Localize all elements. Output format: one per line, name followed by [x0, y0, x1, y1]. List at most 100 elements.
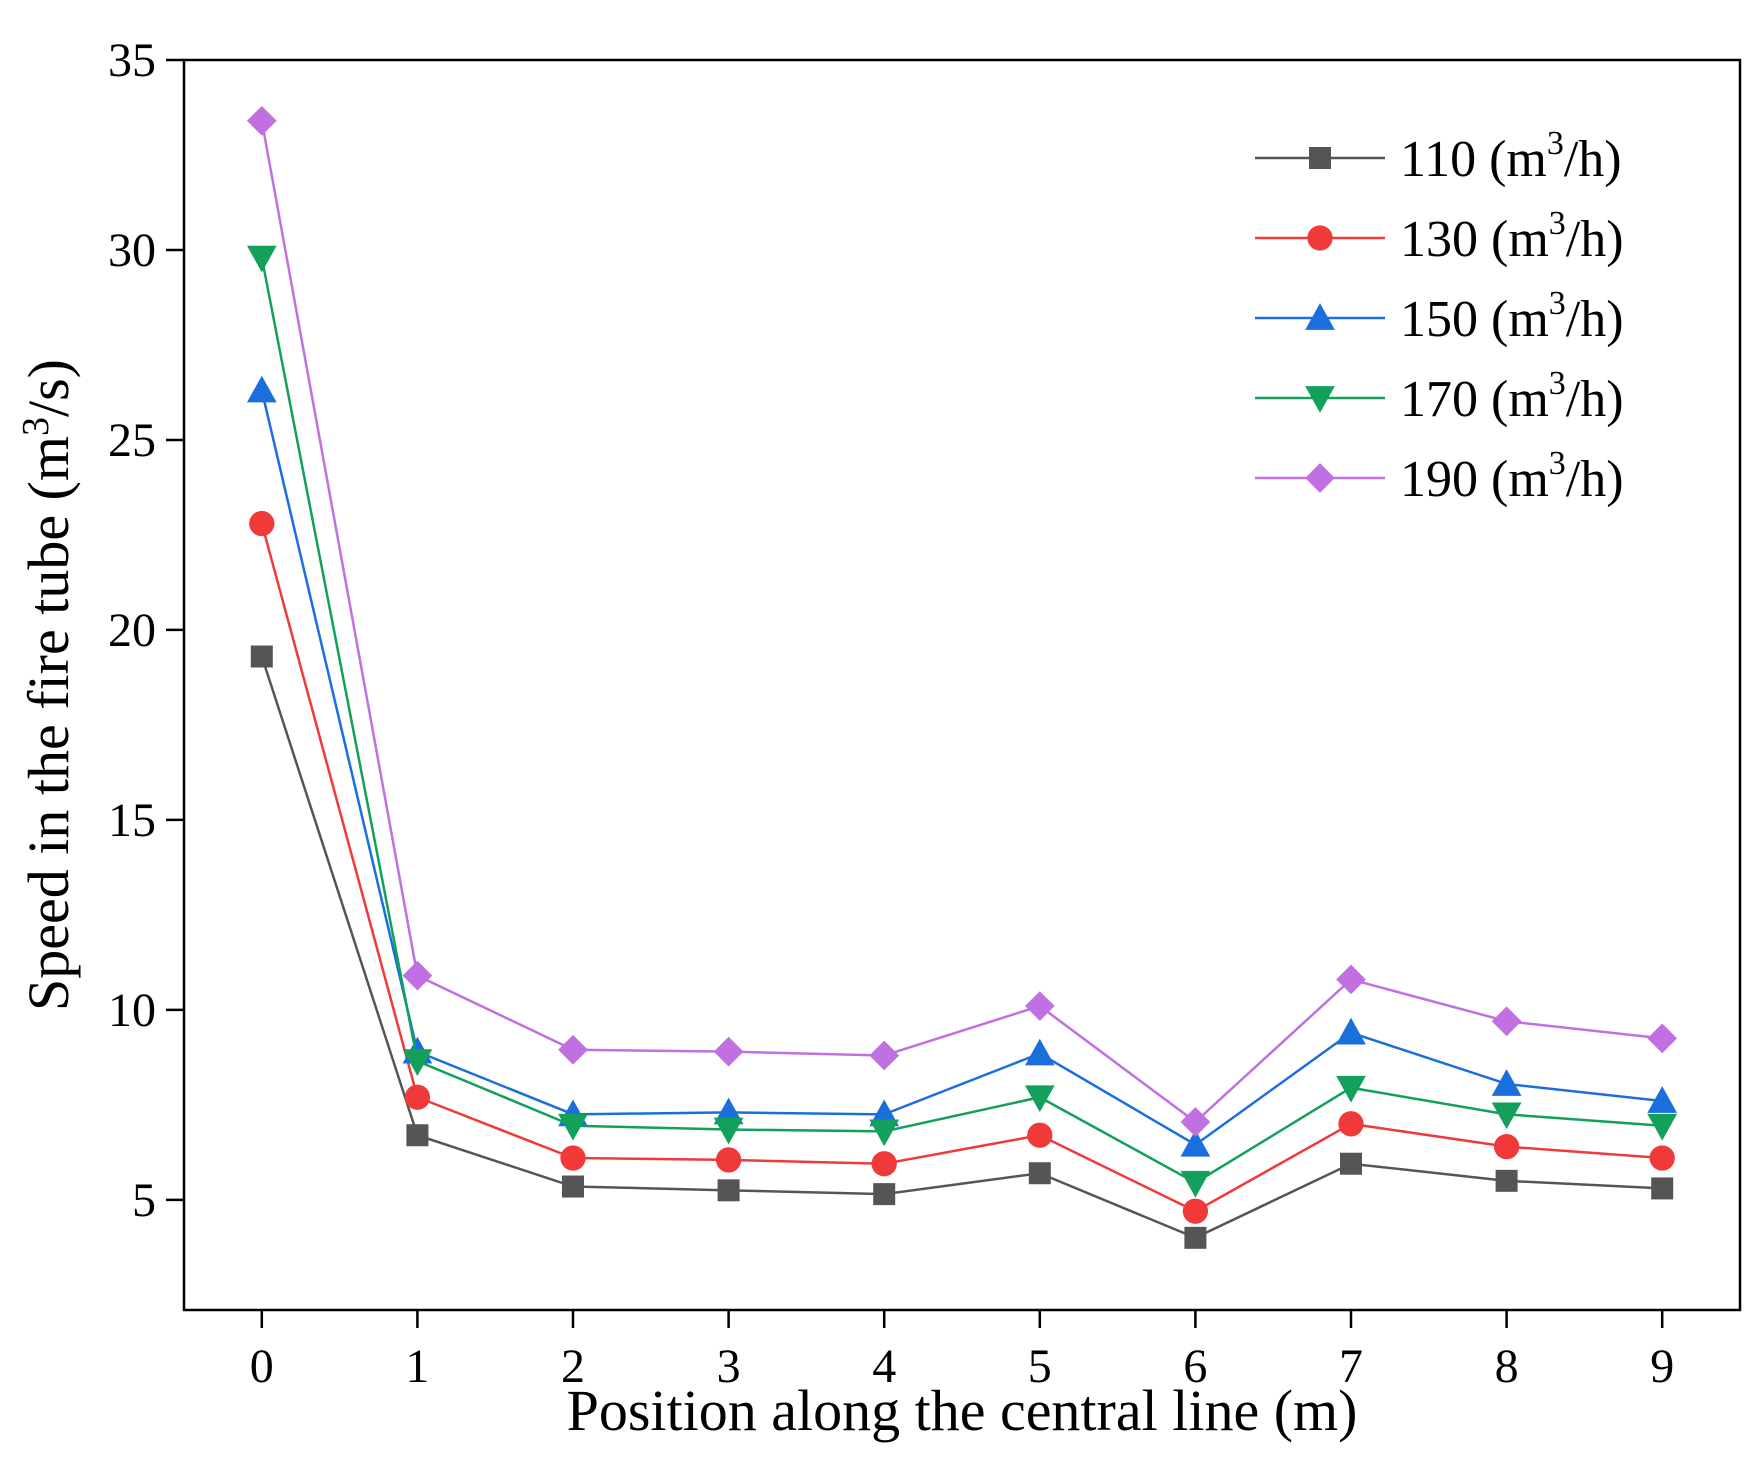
series-layer — [246, 105, 1678, 1249]
x-tick-label: 4 — [872, 1340, 896, 1393]
series-110 — [250, 645, 1674, 1249]
legend-item: 150 (m3/h) — [1255, 285, 1624, 348]
data-point — [1024, 991, 1055, 1021]
legend-item: 170 (m3/h) — [1255, 365, 1624, 428]
x-tick-label: 2 — [561, 1340, 585, 1393]
legend-marker — [1305, 463, 1335, 493]
data-point — [1647, 1113, 1678, 1141]
plot-frame — [182, 58, 1742, 1312]
series-170 — [246, 245, 1678, 1198]
data-point — [246, 245, 277, 273]
data-point — [1336, 1017, 1366, 1045]
x-tick-label: 6 — [1183, 1340, 1207, 1393]
legend-label: 130 (m3/h) — [1400, 205, 1624, 268]
x-tick-label: 0 — [250, 1340, 274, 1393]
data-point — [558, 1113, 588, 1141]
data-point — [1651, 1177, 1674, 1200]
y-axis-title: Speed in the fire tube (m3/s) — [15, 359, 81, 1011]
x-tick-label: 5 — [1028, 1340, 1052, 1393]
legend-label: 110 (m3/h) — [1400, 125, 1622, 188]
legend: 110 (m3/h) 130 (m3/h) 150 (m3/h) 170 (m3/h)… — [1255, 125, 1624, 508]
y-tick-label: 20 — [108, 604, 156, 657]
series-190 — [246, 105, 1678, 1137]
series-line — [260, 390, 1663, 1147]
data-point — [869, 1040, 900, 1071]
data-point — [1338, 1111, 1364, 1137]
x-axis: 0 1 2 3 4 5 6 7 8 9 — [250, 1310, 1674, 1393]
data-point — [1647, 1086, 1678, 1113]
data-point — [562, 1175, 584, 1198]
legend-item: 130 (m3/h) — [1255, 205, 1624, 268]
data-point — [713, 1097, 744, 1125]
data-point — [1493, 1133, 1520, 1160]
y-tick-label: 15 — [108, 794, 156, 847]
legend-marker — [1305, 386, 1335, 413]
x-tick-label: 7 — [1339, 1340, 1363, 1393]
y-axis-title-unit: /s) — [16, 359, 81, 417]
data-point — [869, 1099, 900, 1127]
series-line — [260, 257, 1663, 1185]
data-point — [560, 1145, 586, 1171]
data-point — [1340, 1152, 1362, 1175]
series-line — [260, 656, 1663, 1240]
data-point — [246, 375, 277, 403]
data-point — [715, 1147, 742, 1173]
legend-label: 190 (m3/h) — [1400, 445, 1624, 508]
series-line — [260, 523, 1663, 1213]
data-point — [1182, 1198, 1209, 1224]
y-axis: 5 10 15 20 25 30 35 — [108, 34, 184, 1227]
legend-marker — [1307, 225, 1333, 251]
data-point — [1495, 1169, 1518, 1192]
series-line — [260, 120, 1663, 1124]
legend-marker — [1309, 147, 1331, 169]
legend-label: 170 (m3/h) — [1400, 365, 1624, 428]
x-tick-label: 8 — [1495, 1340, 1519, 1393]
y-axis-title-superscript: 3 — [15, 417, 57, 436]
y-tick-label: 5 — [132, 1174, 156, 1227]
y-axis-title-main: Speed in the fire tube (m — [16, 436, 81, 1011]
x-tick-label: 9 — [1650, 1340, 1674, 1393]
x-tick-label: 3 — [717, 1340, 741, 1393]
data-point — [1024, 1085, 1055, 1113]
data-point — [246, 105, 277, 136]
data-point — [1184, 1226, 1207, 1249]
data-point — [871, 1151, 897, 1177]
y-tick-label: 30 — [108, 224, 156, 277]
legend-label: 150 (m3/h) — [1400, 285, 1624, 348]
data-point — [1180, 1107, 1211, 1137]
data-point — [1028, 1162, 1051, 1185]
data-point — [1180, 1170, 1211, 1198]
data-point — [249, 510, 275, 537]
data-point — [1491, 1102, 1522, 1130]
data-point — [713, 1117, 744, 1145]
y-tick-label: 35 — [108, 34, 156, 87]
data-point — [402, 960, 433, 991]
data-point — [873, 1183, 896, 1206]
data-point — [1491, 1006, 1522, 1037]
legend-marker — [1305, 303, 1335, 330]
legend-item: 110 (m3/h) — [1255, 125, 1622, 188]
x-tick-label: 1 — [405, 1340, 429, 1393]
data-point — [1649, 1145, 1675, 1171]
data-point — [406, 1124, 429, 1147]
y-tick-label: 25 — [108, 414, 156, 467]
series-130 — [249, 510, 1675, 1224]
data-point — [713, 1036, 744, 1067]
data-point — [717, 1179, 740, 1202]
data-point — [1336, 1075, 1366, 1103]
legend-item: 190 (m3/h) — [1255, 445, 1624, 508]
data-point — [1024, 1038, 1055, 1066]
data-point — [558, 1034, 588, 1065]
data-point — [1180, 1129, 1211, 1157]
data-point — [1647, 1023, 1678, 1054]
x-axis-title: Position along the central line (m) — [567, 1378, 1358, 1443]
data-point — [1336, 964, 1366, 995]
data-point — [1027, 1122, 1053, 1148]
data-point — [404, 1084, 431, 1110]
data-point — [402, 1049, 433, 1076]
y-tick-label: 10 — [108, 984, 156, 1037]
data-point — [869, 1119, 900, 1147]
data-point — [250, 645, 273, 668]
data-point — [1491, 1069, 1522, 1096]
